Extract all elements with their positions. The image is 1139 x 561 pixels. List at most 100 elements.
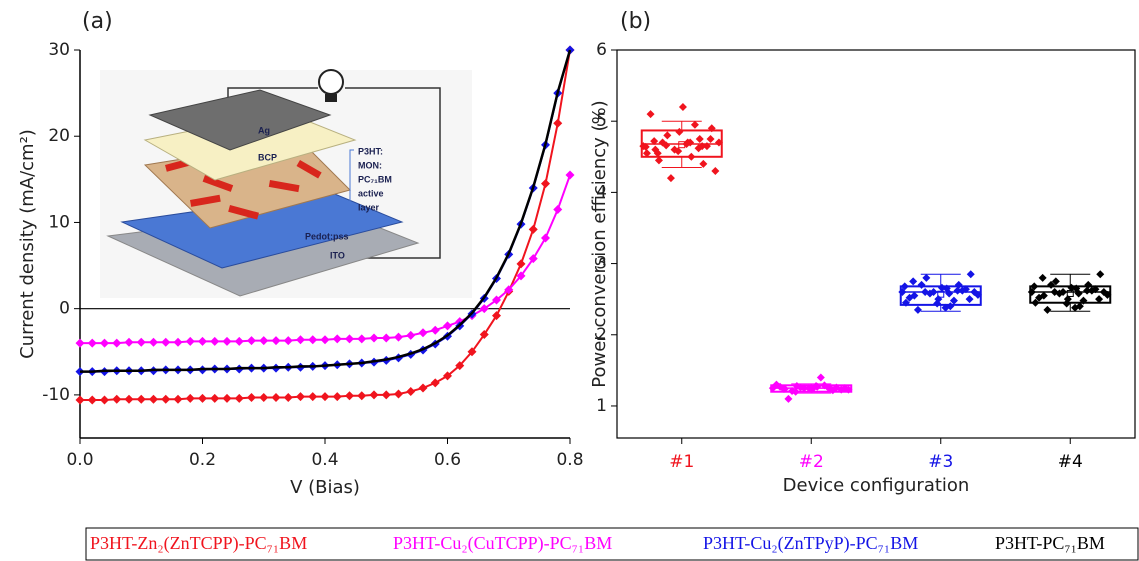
data-point <box>394 332 403 342</box>
data-point <box>699 159 708 168</box>
data-point <box>1074 289 1083 298</box>
data-point <box>100 395 109 405</box>
data-point <box>654 156 663 165</box>
data-point <box>1031 298 1040 307</box>
data-point <box>824 383 833 392</box>
data-point <box>222 336 232 346</box>
data-point <box>653 149 662 158</box>
data-point <box>283 336 293 346</box>
data-point <box>247 336 256 346</box>
x-tick-label: #3 <box>928 452 953 472</box>
data-point <box>898 288 907 297</box>
data-point <box>695 134 704 143</box>
data-point <box>369 390 379 400</box>
data-point <box>1051 277 1060 286</box>
data-point <box>642 149 651 158</box>
data-point <box>1027 288 1036 297</box>
data-point <box>185 336 195 346</box>
data-point <box>690 120 699 129</box>
bracket <box>349 149 354 211</box>
data-point <box>1043 305 1052 314</box>
data-point <box>706 134 715 143</box>
data-point <box>541 179 550 189</box>
data-point <box>173 337 183 347</box>
data-point <box>161 394 171 404</box>
x-axis-label: Device configuration <box>783 475 970 496</box>
x-tick-label: 0.6 <box>434 450 461 470</box>
inset-label: MON: <box>358 160 382 170</box>
data-point <box>917 280 926 289</box>
data-point <box>1091 285 1100 294</box>
legend-entry: P3HT-Zn₂(ZnTCPP)-PC₇₁BM <box>90 533 307 554</box>
data-point <box>430 378 440 388</box>
data-point <box>149 337 158 347</box>
data-point <box>686 138 695 147</box>
series-line <box>80 49 572 373</box>
data-point <box>1038 273 1047 282</box>
data-point <box>234 336 244 346</box>
data-point <box>941 303 950 312</box>
data-point <box>418 328 428 338</box>
x-tick-label: 0.4 <box>311 450 338 470</box>
data-point <box>1047 280 1056 289</box>
data-point <box>381 333 391 343</box>
y-tick-label: 3 <box>596 254 607 274</box>
data-point <box>136 337 146 347</box>
data-point <box>528 254 538 264</box>
data-point <box>1050 288 1059 297</box>
data-point <box>332 334 342 344</box>
x-tick-label: #2 <box>799 452 824 472</box>
data-point <box>714 138 723 147</box>
data-point <box>702 142 711 151</box>
data-point <box>198 336 207 346</box>
data-point <box>921 288 930 297</box>
data-point <box>100 338 109 348</box>
ag-layer <box>148 89 332 151</box>
legend-entry: P3HT-Cu₂(ZnTPyP)-PC₇₁BM <box>703 533 918 554</box>
data-point <box>1079 296 1088 305</box>
data-point <box>687 152 696 161</box>
data-point <box>844 385 853 394</box>
inset-label: P3HT: <box>358 146 383 156</box>
y-tick-label: 1 <box>596 396 607 416</box>
data-point <box>901 298 910 307</box>
data-point <box>905 293 914 302</box>
panel-label: (a) <box>82 9 113 34</box>
data-point <box>1103 290 1112 299</box>
data-point <box>711 167 720 176</box>
wire <box>345 87 441 259</box>
data-point <box>479 330 489 340</box>
data-point <box>1083 286 1092 295</box>
data-point <box>357 391 367 401</box>
data-point <box>345 391 354 401</box>
data-point <box>800 384 809 393</box>
bulb <box>318 69 344 95</box>
data-point <box>913 305 922 314</box>
data-point <box>662 141 671 150</box>
data-point <box>922 273 931 282</box>
data-point <box>541 233 550 243</box>
data-point <box>528 224 538 234</box>
data-point <box>965 295 974 304</box>
data-point <box>816 373 825 382</box>
data-point <box>784 394 793 403</box>
inset-diagram: Ag BCP P3HT: MON: PC₇₁BM active layer Pe… <box>100 69 472 298</box>
data-point <box>87 395 97 405</box>
plot-frame <box>616 49 1136 439</box>
data-point <box>945 289 954 298</box>
data-point <box>283 392 293 402</box>
y-axis-label: Power conversion efficiency (%) <box>589 100 610 387</box>
y-tick-label: 5 <box>596 111 607 131</box>
data-point <box>565 170 575 180</box>
data-point <box>1059 288 1068 297</box>
x-tick-label: 0.2 <box>189 450 216 470</box>
data-point <box>646 110 655 119</box>
y-axis-label: Current density (mA/cm²) <box>17 129 38 359</box>
data-point <box>210 393 220 403</box>
x-tick-label: #4 <box>1058 452 1083 472</box>
data-point <box>430 325 440 335</box>
data-point <box>791 387 800 396</box>
data-point <box>966 270 975 279</box>
data-point <box>674 147 683 156</box>
data-point <box>1095 295 1104 304</box>
